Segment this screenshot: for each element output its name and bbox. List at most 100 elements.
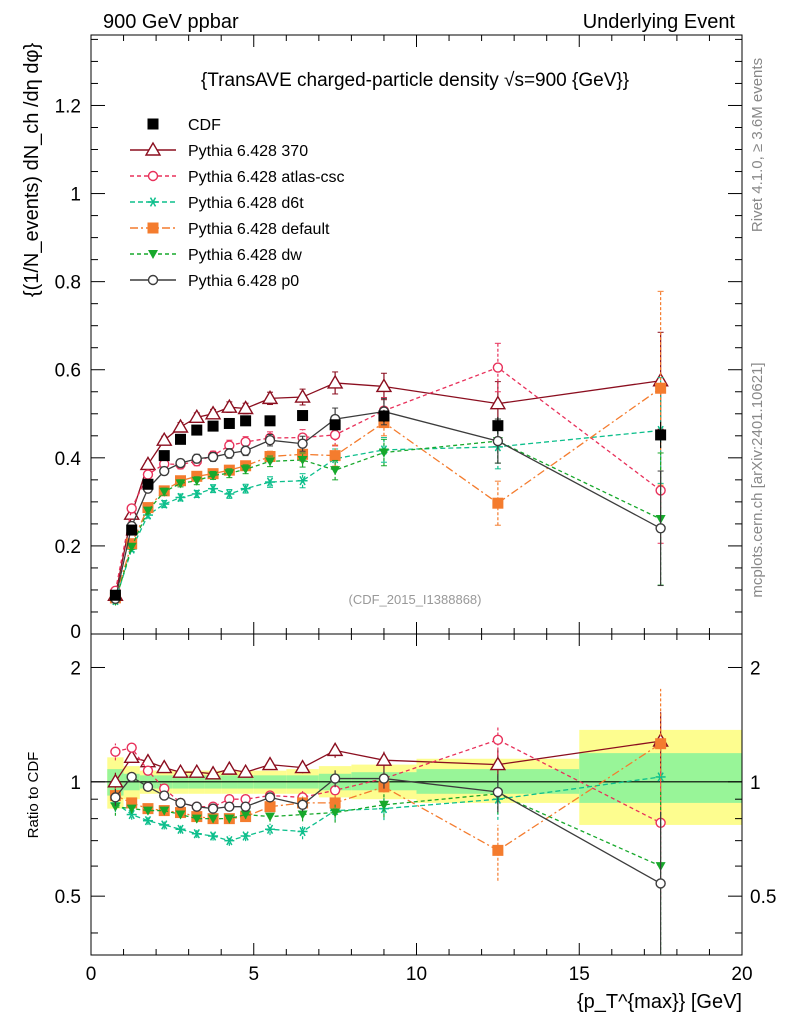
ratio-point (655, 738, 667, 750)
ratio-point (126, 797, 138, 809)
ratio-point (492, 734, 504, 746)
ratio-y-tick-label-right: 0.5 (750, 887, 776, 908)
main-point (221, 398, 238, 413)
legend-entry: Pythia 6.428 atlas-csc (130, 169, 345, 186)
ratio-point (110, 792, 121, 803)
ratio-point (204, 765, 222, 780)
legend-label: Pythia 6.428 dw (188, 247, 302, 264)
x-tick-label: 10 (406, 964, 427, 985)
ratio-point (240, 831, 251, 841)
main-y-tick-label: 0.6 (55, 361, 81, 382)
main-point (240, 445, 251, 456)
legend-entry: Pythia 6.428 p0 (130, 273, 299, 290)
ratio-y-tick-label: 0.5 (55, 887, 81, 908)
ratio-point (126, 804, 137, 814)
ratio-point (489, 756, 507, 771)
main-point (265, 477, 276, 487)
header-right: Underlying Event (583, 11, 736, 33)
ratio-point (265, 812, 276, 822)
ratio-point (207, 803, 219, 814)
ratio-point (107, 773, 124, 788)
main-point (175, 479, 186, 489)
main-point (329, 450, 341, 462)
ratio-point (265, 824, 276, 834)
main-point (224, 469, 235, 479)
chart-title: {TransAVE charged-particle density √s=90… (201, 70, 629, 91)
x-tick-label: 5 (248, 964, 259, 985)
ratio-y-tick-label-right: 2 (750, 658, 761, 679)
ratio-point (172, 763, 189, 778)
ratio-point (329, 773, 341, 784)
main-point (139, 456, 157, 471)
data-point (297, 410, 309, 422)
ratio-point (126, 771, 137, 783)
main-y-tick-label: 0.2 (55, 537, 81, 558)
ratio-point (297, 826, 308, 837)
main-point (264, 435, 276, 446)
ratio-y-tick-label: 1 (70, 773, 81, 794)
legend-marker (148, 197, 158, 207)
legend-label: Pythia 6.428 atlas-csc (188, 169, 345, 186)
ratio-point (159, 790, 170, 801)
ratio-point (297, 799, 308, 810)
legend-label: CDF (188, 117, 221, 134)
ratio-point (110, 802, 121, 812)
ratio-point (224, 835, 235, 846)
main-point (224, 448, 235, 459)
ratio-point (492, 844, 504, 856)
data-point (223, 417, 235, 429)
data-point (240, 415, 252, 427)
legend-entry: CDF (147, 117, 221, 134)
data-point (142, 478, 154, 490)
data-point (207, 420, 219, 432)
x-tick-label: 15 (569, 964, 590, 985)
main-data-cdf (109, 409, 667, 601)
main-point (375, 378, 393, 393)
x-tick-label: 20 (731, 964, 752, 985)
ratio-point (655, 878, 666, 889)
data-point (492, 420, 504, 432)
main-point (240, 436, 251, 448)
ratio-point (221, 760, 238, 775)
ratio-point (224, 801, 235, 812)
ratio-point (188, 763, 206, 778)
ratio-point (142, 781, 154, 793)
main-point (240, 465, 251, 475)
ratio-point (294, 759, 311, 774)
main-point (240, 483, 251, 494)
ratio-point (208, 831, 219, 841)
legend-marker (147, 222, 159, 234)
header-left: 900 GeV ppbar (103, 11, 239, 33)
main-point (326, 374, 344, 389)
main-point (261, 389, 279, 405)
legend-entry: Pythia 6.428 d6t (130, 195, 304, 212)
main-point (159, 465, 170, 477)
main-y-tick-label: 1 (70, 185, 81, 206)
ratio-point (159, 820, 170, 830)
legend-marker (147, 170, 159, 182)
main-point (329, 429, 341, 441)
main-point (330, 466, 341, 476)
main-point (175, 457, 186, 469)
main-point (265, 457, 276, 467)
analysis-tag: (CDF_2015_I1388868) (349, 592, 482, 607)
main-series-0 (107, 331, 669, 601)
main-point (489, 395, 507, 410)
ratio-point (655, 772, 666, 782)
data-point (158, 450, 170, 462)
main-point (224, 489, 235, 499)
main-point (297, 476, 308, 486)
main-y-tick-label: 1.2 (55, 96, 81, 117)
main-y-tick-label: 0.8 (55, 273, 81, 294)
legend-label: Pythia 6.428 370 (188, 143, 308, 160)
legend-label: Pythia 6.428 default (188, 221, 330, 238)
data-point (109, 589, 121, 601)
legend-marker (147, 274, 159, 286)
main-point (294, 388, 311, 403)
ratio-point (264, 792, 276, 803)
main-point (655, 382, 667, 394)
main-point (188, 408, 206, 424)
main-series-4 (110, 418, 666, 606)
ratio-point (191, 829, 202, 839)
